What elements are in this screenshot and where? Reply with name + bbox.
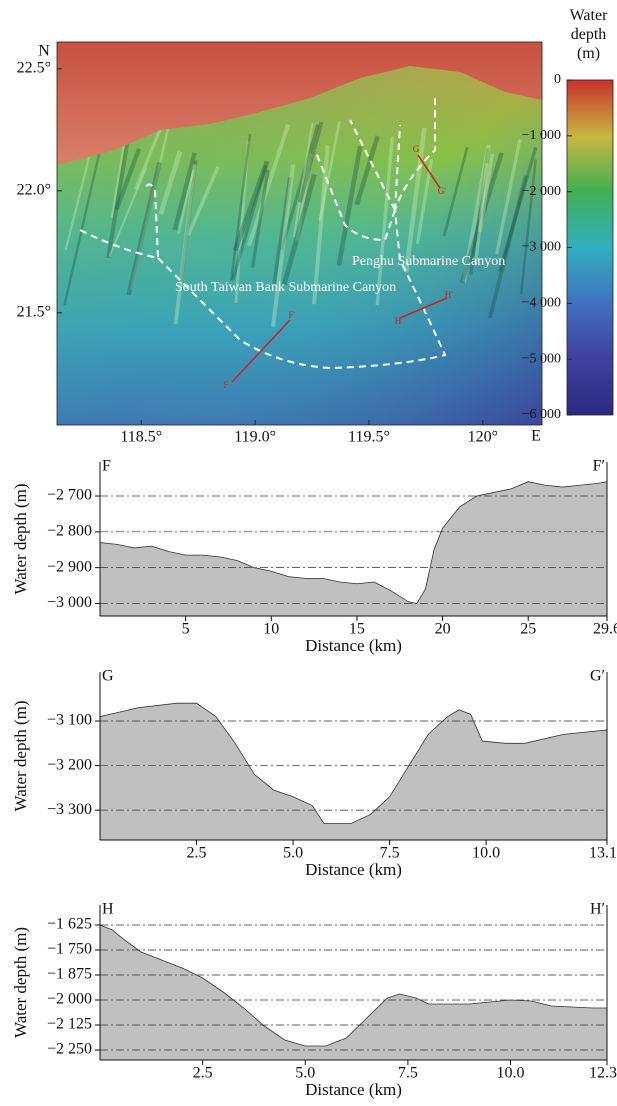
y-tick-label: −1 875 (47, 966, 92, 983)
y-tick-label: −1 625 (47, 916, 92, 933)
colorbar-title: Water depth (m) (560, 6, 617, 63)
y-tick-label: −2 250 (47, 1041, 92, 1058)
y-tick-label: −2 900 (47, 558, 92, 575)
colorbar-tick-label: −3 000 (522, 240, 561, 255)
x-tick-label: 5.0 (283, 845, 303, 862)
annotation: Penghu Submarine Canyon (352, 254, 505, 269)
east-label: E (531, 428, 541, 445)
y-tick-label: −3 300 (47, 801, 92, 818)
figure: N E Penghu Submarine Canyon South Taiwan… (0, 0, 617, 1106)
colorbar-tick-label: 0 (554, 72, 561, 87)
y-tick-label: 21.5° (17, 303, 51, 320)
y-tick-label: 22.5° (17, 60, 51, 77)
y-axis-title: Water depth (m) (11, 484, 30, 595)
profile-label: H (395, 316, 402, 326)
x-tick-label: 10.0 (472, 845, 500, 862)
colorbar-tick-label: −6 000 (522, 407, 561, 422)
profile-label: F′ (289, 310, 296, 320)
start-label: F (102, 458, 111, 475)
y-tick-label: −2 000 (47, 991, 92, 1008)
north-label: N (38, 43, 50, 60)
x-tick-label: 10.0 (497, 1065, 525, 1082)
profile-label: G′ (438, 186, 446, 196)
x-tick-label: 5 (182, 621, 190, 638)
x-tick-label: 20 (435, 621, 451, 638)
y-tick-label: −3 000 (47, 594, 92, 611)
x-tick-label: 119.0° (234, 429, 276, 446)
x-tick-label: 10 (263, 621, 279, 638)
map-image (57, 42, 542, 425)
profile-area (100, 925, 607, 1060)
colorbar-tick-label: −1 000 (522, 128, 561, 143)
x-axis-title: Distance (km) (305, 1080, 402, 1099)
x-axis-title: Distance (km) (305, 636, 402, 655)
profile-label: H′ (445, 290, 453, 300)
x-tick-label: 25 (520, 621, 536, 638)
colorbar (567, 80, 613, 415)
profile-label: F (223, 380, 228, 390)
chart: N E Penghu Submarine Canyon South Taiwan… (0, 0, 617, 1106)
end-label: H′ (590, 901, 605, 918)
profile-label: G (413, 144, 420, 154)
y-tick-label: −2 700 (47, 487, 92, 504)
x-tick-label: 119.5° (348, 429, 390, 446)
x-tick-label: 12.35 (589, 1065, 617, 1082)
x-tick-label: 2.5 (187, 845, 207, 862)
y-tick-label: −1 750 (47, 941, 92, 958)
y-tick-label: −2 800 (47, 523, 92, 540)
x-tick-label: 120° (468, 429, 498, 446)
y-tick-label: 22.0° (17, 181, 51, 198)
y-axis-title: Water depth (m) (11, 927, 30, 1038)
x-tick-label: 2.5 (193, 1065, 213, 1082)
colorbar-tick-label: −5 000 (522, 351, 561, 366)
x-tick-label: 13.13 (589, 845, 617, 862)
annotation: South Taiwan Bank Submarine Canyon (175, 280, 396, 295)
x-axis-title: Distance (km) (305, 860, 402, 879)
profile-area (100, 482, 607, 616)
end-label: G′ (590, 668, 605, 685)
x-tick-label: 29.6 (593, 621, 617, 638)
y-tick-label: −3 200 (47, 756, 92, 773)
profile-area (100, 703, 607, 840)
y-tick-label: −3 100 (47, 712, 92, 729)
colorbar-tick-label: −4 000 (522, 296, 561, 311)
y-tick-label: −2 125 (47, 1016, 92, 1033)
colorbar-tick-label: −2 000 (522, 184, 561, 199)
x-tick-label: 118.5° (120, 429, 162, 446)
start-label: G (102, 668, 114, 685)
start-label: H (102, 901, 114, 918)
y-axis-title: Water depth (m) (11, 701, 30, 812)
end-label: F′ (593, 458, 605, 475)
